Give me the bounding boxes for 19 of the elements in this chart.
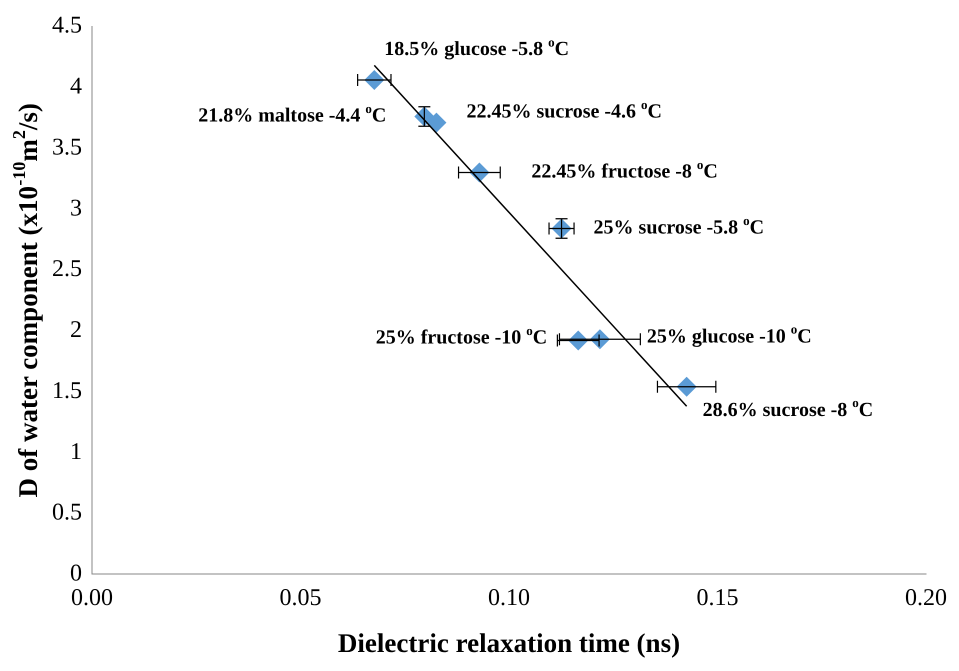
y-tick-label: 0.5	[52, 500, 82, 526]
y-tick-label: 3.5	[52, 134, 82, 160]
x-axis-title: Dielectric relaxation time (ns)	[338, 628, 680, 658]
y-tick-label: 0	[70, 560, 82, 586]
y-tick-label: 4.5	[52, 12, 82, 39]
x-tick-label: 0.00	[71, 584, 113, 611]
point	[426, 112, 446, 133]
x-tick-label: 0.10	[488, 584, 530, 611]
y-axis-title: D of water component (x10-10m2/s)	[9, 103, 43, 498]
y-tick-label: 2	[70, 317, 82, 344]
y-tick-label: 2.5	[52, 256, 82, 282]
point	[364, 70, 384, 90]
y-tick-label: 1	[70, 438, 82, 465]
y-tick-label: 4	[70, 74, 82, 100]
y-tick-label: 1.5	[52, 378, 82, 404]
x-tick-label: 0.20	[905, 584, 947, 611]
y-tick-label: 3	[70, 195, 82, 222]
x-tick-label: 0.15	[696, 584, 738, 611]
x-tick-label: 0.05	[280, 584, 322, 611]
